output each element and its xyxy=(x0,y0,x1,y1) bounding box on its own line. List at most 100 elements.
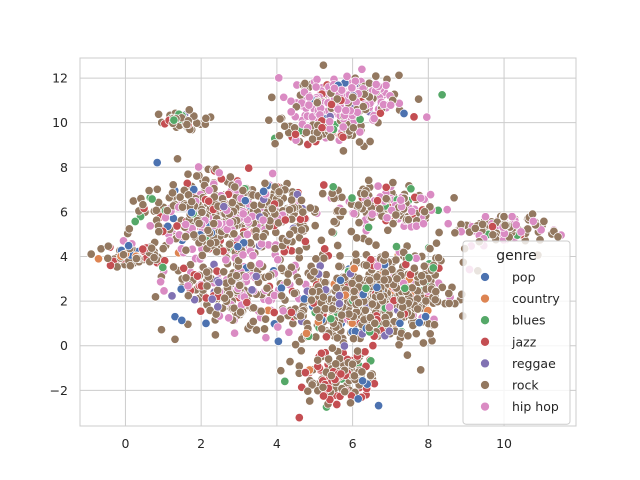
point-rock xyxy=(335,251,345,261)
point-rock xyxy=(437,282,447,292)
point-rock xyxy=(205,238,215,248)
point-jazz xyxy=(286,307,296,317)
point-pop xyxy=(335,275,346,285)
legend-marker xyxy=(480,380,490,390)
point-rock xyxy=(431,238,442,248)
point-rock xyxy=(259,324,270,334)
point-rock xyxy=(352,233,362,243)
point-hip-hop xyxy=(286,107,296,117)
point-rock xyxy=(337,310,347,320)
point-reggae xyxy=(384,326,394,336)
legend-marker xyxy=(480,315,490,326)
point-rock xyxy=(360,305,370,315)
point-rock xyxy=(307,380,317,390)
point-rock xyxy=(444,288,454,299)
point-rock xyxy=(354,298,364,308)
point-rock xyxy=(267,204,277,214)
point-rock xyxy=(177,202,188,212)
point-rock xyxy=(103,241,113,251)
point-jazz xyxy=(192,271,203,281)
point-blues xyxy=(158,262,168,272)
point-rock xyxy=(283,269,293,279)
point-hip-hop xyxy=(279,92,289,102)
point-rock xyxy=(197,250,207,260)
point-rock xyxy=(172,154,183,164)
point-reggae xyxy=(219,202,229,212)
point-rock xyxy=(275,314,286,324)
point-rock xyxy=(357,367,367,377)
point-rock xyxy=(224,239,235,249)
point-hip-hop xyxy=(225,218,235,228)
point-rock xyxy=(411,329,421,339)
point-rock xyxy=(353,200,364,210)
x-tick-label: 8 xyxy=(424,436,432,451)
point-rock xyxy=(202,281,212,291)
point-hip-hop xyxy=(284,327,294,337)
point-rock xyxy=(305,203,315,213)
point-jazz xyxy=(317,123,327,133)
x-axis-tick-labels: 0 2 4 6 8 10 xyxy=(121,436,512,451)
point-rock xyxy=(375,204,385,214)
legend-item-reggae: reggae xyxy=(480,356,556,371)
point-hip-hop xyxy=(384,302,395,312)
legend: genre pop country blues jazz reggae rock hip h… xyxy=(462,240,571,425)
point-jazz xyxy=(316,348,326,358)
legend-label: blues xyxy=(512,313,546,328)
point-rock xyxy=(227,198,237,208)
point-pop xyxy=(177,315,187,325)
point-pop xyxy=(259,186,269,196)
point-jazz xyxy=(487,222,498,232)
point-rock xyxy=(305,396,315,406)
point-rock xyxy=(187,197,197,207)
point-rock xyxy=(264,115,274,125)
point-rock xyxy=(170,334,180,344)
point-rock xyxy=(329,217,339,227)
point-hip-hop xyxy=(248,251,258,261)
point-rock xyxy=(169,262,179,272)
point-hip-hop xyxy=(369,113,379,124)
x-tick-label: 2 xyxy=(197,436,205,451)
point-rock xyxy=(499,212,509,222)
point-rock xyxy=(306,295,317,305)
point-hip-hop xyxy=(528,216,538,226)
legend-marker xyxy=(480,272,490,282)
point-hip-hop xyxy=(342,71,352,81)
point-pop xyxy=(201,318,211,328)
point-hip-hop xyxy=(396,195,406,205)
point-reggae xyxy=(167,291,177,301)
point-rock xyxy=(248,316,258,327)
point-blues xyxy=(280,376,290,386)
point-rock xyxy=(359,189,370,199)
legend-item-jazz: jazz xyxy=(480,334,537,349)
point-hip-hop xyxy=(329,83,339,93)
point-rock xyxy=(147,243,157,253)
point-rock xyxy=(553,232,563,242)
point-rock xyxy=(181,273,191,283)
point-rock xyxy=(361,260,371,270)
point-rock xyxy=(149,253,159,263)
point-rock xyxy=(388,178,398,188)
point-jazz xyxy=(300,368,310,378)
point-rock xyxy=(300,78,310,89)
point-jazz xyxy=(242,297,252,308)
point-hip-hop xyxy=(355,127,365,137)
point-rock xyxy=(235,280,245,290)
point-hip-hop xyxy=(264,296,274,306)
point-rock xyxy=(397,295,407,305)
point-rock xyxy=(358,102,368,112)
point-hip-hop xyxy=(194,162,204,172)
point-rock xyxy=(183,291,193,301)
y-tick-label: 10 xyxy=(52,115,68,130)
point-rock xyxy=(294,277,304,287)
legend-label: reggae xyxy=(512,356,556,371)
point-rock xyxy=(261,314,271,324)
point-hip-hop xyxy=(338,122,348,132)
point-rock xyxy=(181,245,191,255)
point-rock xyxy=(285,357,295,367)
point-rock xyxy=(409,263,419,273)
point-rock xyxy=(331,359,341,369)
point-jazz xyxy=(372,196,383,206)
legend-marker xyxy=(480,358,490,369)
point-rock xyxy=(246,261,256,271)
point-rock xyxy=(124,224,134,234)
